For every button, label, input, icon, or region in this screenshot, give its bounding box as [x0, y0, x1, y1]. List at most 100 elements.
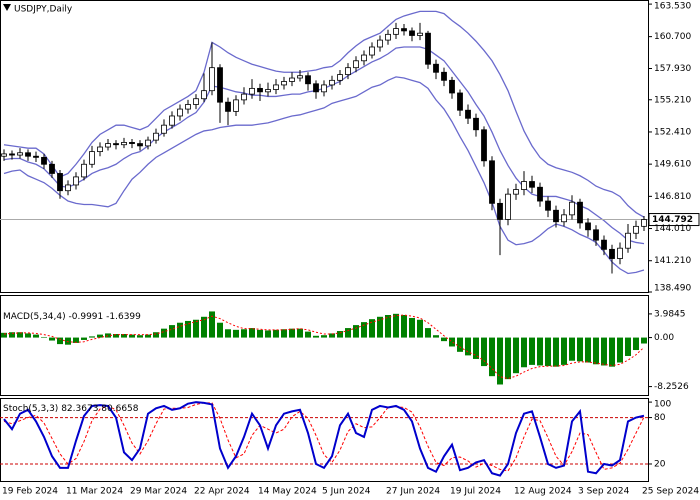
macd-bar	[1, 332, 7, 338]
candle-body	[409, 30, 415, 36]
macd-bar	[361, 322, 367, 338]
candle-body	[9, 153, 15, 156]
macd-bar	[409, 317, 415, 338]
candle-body	[289, 77, 295, 82]
last-price-label: 144.792	[652, 215, 693, 225]
candle-body	[145, 139, 151, 147]
macd-bar	[457, 337, 463, 352]
macd-bar	[241, 329, 247, 338]
indicator-title: Stoch(5,3,3) 82.3673 80.6658	[3, 404, 139, 414]
candle-body	[441, 71, 447, 81]
indicator-value: -1.6399	[106, 312, 141, 322]
macd-bar	[113, 334, 119, 338]
candle-body	[241, 93, 247, 101]
candle-body	[17, 152, 23, 156]
candle-body	[641, 219, 647, 227]
macd-bar	[153, 332, 159, 338]
macd-bar	[169, 325, 175, 338]
macd-bar	[145, 334, 151, 338]
candle-body	[553, 209, 559, 223]
candle-body	[121, 142, 127, 146]
macd-bar	[641, 337, 647, 344]
macd-bar	[33, 334, 39, 338]
candle-body	[505, 193, 511, 220]
macd-bar	[633, 337, 639, 351]
candle-body	[25, 152, 31, 157]
candle-body	[561, 214, 567, 223]
candle-body	[457, 92, 463, 111]
candle-body	[481, 129, 487, 162]
macd-bar	[121, 334, 127, 338]
symbol-title: USDJPY,Daily	[14, 5, 73, 15]
macd-bar	[185, 320, 191, 338]
x-tick-label: 11 Mar 2024	[66, 487, 123, 497]
x-tick-label: 19 Jul 2024	[450, 487, 501, 497]
macd-bar	[345, 328, 351, 338]
candle-body	[577, 201, 583, 224]
x-tick-label: 5 Jun 2024	[322, 487, 371, 497]
macd-bar	[353, 325, 359, 338]
macd-bar	[289, 328, 295, 338]
macd-bar	[17, 332, 23, 338]
macd-bar	[465, 337, 471, 356]
macd-bar	[281, 329, 287, 338]
candle-body	[41, 156, 47, 165]
macd-bar	[601, 337, 607, 366]
macd-bar	[177, 322, 183, 338]
candle-body	[193, 98, 199, 105]
candle-body	[585, 222, 591, 231]
x-tick-label: 27 Jun 2024	[386, 487, 440, 497]
candle-body	[425, 32, 431, 65]
macd-bar	[561, 337, 567, 365]
macd-bar	[201, 316, 207, 338]
candle-body	[297, 75, 303, 79]
candle-body	[433, 63, 439, 73]
y-tick-label: 146.810	[654, 192, 691, 202]
y-tick-label: 0.00	[654, 333, 674, 343]
macd-bar	[305, 331, 311, 338]
macd-bar	[209, 311, 215, 338]
candle-body	[465, 109, 471, 119]
indicator-value: 82.3673	[61, 404, 98, 414]
macd-bar	[257, 329, 263, 338]
candle-body	[369, 46, 375, 56]
x-tick-label: 19 Feb 2024	[2, 487, 58, 497]
price-panel-frame	[0, 0, 649, 293]
candle-body	[305, 75, 311, 85]
macd-bar	[481, 337, 487, 367]
macd-bar	[401, 315, 407, 338]
candle-body	[81, 163, 87, 178]
indicator-name: Stoch(5,3,3)	[3, 404, 58, 414]
y-tick-label: 141.210	[654, 256, 691, 266]
macd-bar	[529, 337, 535, 365]
macd-bar	[449, 337, 455, 347]
candle-body	[209, 67, 215, 92]
x-tick-label: 22 Apr 2024	[194, 487, 250, 497]
candle-body	[281, 81, 287, 86]
candle-body	[449, 79, 455, 94]
candle-body	[257, 87, 263, 93]
macd-bar	[553, 337, 559, 367]
macd-bar	[433, 335, 439, 338]
y-tick-label: 160.700	[654, 32, 691, 42]
indicator-name: MACD(5,34,4)	[3, 312, 66, 322]
macd-bar	[377, 316, 383, 338]
macd-bar	[217, 322, 223, 338]
candle-body	[329, 79, 335, 86]
candle-body	[345, 67, 351, 75]
y-tick-label: 157.930	[654, 64, 691, 74]
last-price-box	[648, 213, 700, 227]
macd-bar	[393, 313, 399, 338]
candle-body	[217, 67, 223, 103]
candle-body	[233, 99, 239, 112]
candle-body	[89, 151, 95, 165]
macd-bar	[337, 331, 343, 338]
x-tick-label: 3 Sep 2024	[578, 487, 630, 497]
candle-body	[321, 84, 327, 93]
macd-bar	[425, 328, 431, 338]
candle-body	[529, 181, 535, 188]
macd-bar	[473, 337, 479, 359]
y-tick-label: 138.490	[654, 284, 691, 294]
candle-body	[545, 200, 551, 211]
